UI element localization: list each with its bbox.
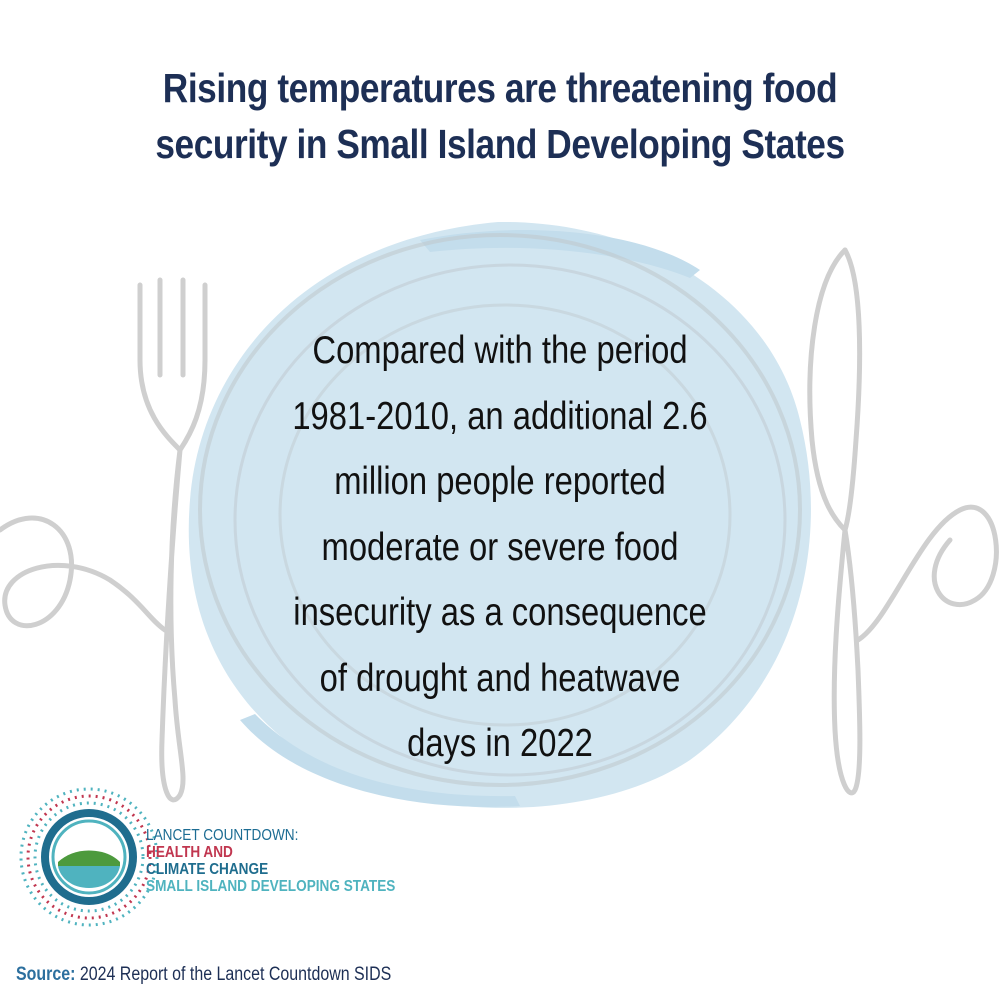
title-line-1: Rising temperatures are threatening food (162, 65, 838, 111)
fork-icon (0, 277, 208, 803)
title-line-2: security in Small Island Developing Stat… (155, 121, 845, 167)
key-finding-text: Compared with the period 1981-2010, an a… (248, 318, 752, 777)
finding-line-5: insecurity as a consequence (293, 591, 707, 634)
source-citation: Source: 2024 Report of the Lancet Countd… (16, 964, 391, 986)
finding-line-7: days in 2022 (407, 722, 593, 765)
lancet-countdown-logo-text: LANCET COUNTDOWN: HEALTH AND CLIMATE CHA… (146, 827, 395, 895)
plate-brush-streak (240, 714, 520, 807)
lancet-countdown-logo-icon (19, 787, 159, 927)
knife-icon (807, 247, 999, 796)
page-title: Rising temperatures are threatening food… (87, 60, 913, 172)
logo-line-2: HEALTH AND (146, 844, 233, 861)
finding-line-2: 1981-2010, an additional 2.6 (292, 394, 708, 438)
logo-dot-rings (19, 787, 159, 927)
finding-line-6: of drought and heatwave (319, 656, 681, 700)
finding-line-4: moderate or severe food (321, 525, 679, 569)
plate-rim (233, 263, 787, 777)
finding-line-1: Compared with the period (312, 329, 688, 372)
logo-line-4: SMALL ISLAND DEVELOPING STATES (146, 878, 396, 895)
finding-line-3: million people reported (334, 460, 666, 503)
source-text: 2024 Report of the Lancet Countdown SIDS (75, 964, 392, 985)
source-label: Source: (16, 964, 76, 985)
plate-rim (278, 303, 732, 727)
logo-line-3: CLIMATE CHANGE (146, 861, 269, 878)
plate-rim (198, 233, 802, 787)
plate-and-cutlery-illustration (0, 221, 999, 808)
logo-line-1: LANCET COUNTDOWN: (146, 827, 299, 844)
plate-brush-streak (420, 230, 700, 278)
